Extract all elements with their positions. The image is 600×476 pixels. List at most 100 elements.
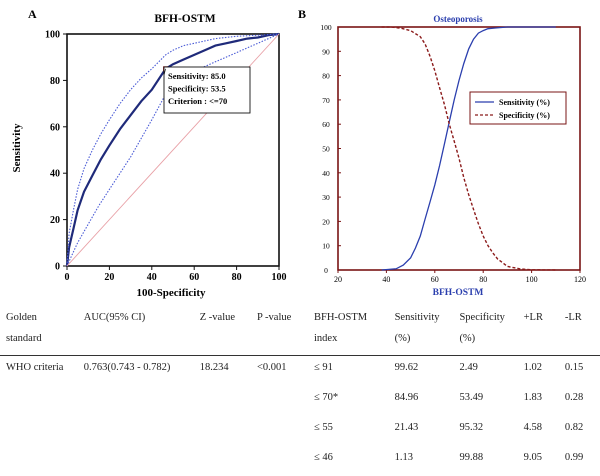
- table-cell: 1.02: [523, 362, 543, 373]
- series-line: [381, 26, 556, 271]
- table-cell: ≤ 70*: [314, 392, 339, 403]
- x-tick-label: 60: [189, 272, 199, 283]
- table-cell: 99.62: [394, 362, 419, 373]
- y-tick-label: 80: [322, 72, 330, 81]
- x-tick-label: 40: [147, 272, 157, 283]
- table-cell: 0.28: [564, 392, 584, 403]
- figure-panels: A BFH-OSTM Sensitivity 100-Specificity 0…: [11, 7, 586, 299]
- x-tick-label: 100: [526, 275, 538, 284]
- table-row: ≤ 46 1.13 99.88 9.05 0.99: [0, 446, 600, 476]
- header-cell: Specificity: [459, 312, 505, 323]
- y-tick-label: 100: [45, 30, 60, 41]
- table-cell: 18.234: [199, 362, 229, 373]
- table-cell: ≤ 46: [314, 452, 333, 463]
- panel-b-axes: 20 40 60 80 100 120 0 10 20 30 40 50 60 70 80 90 100: [320, 23, 586, 284]
- panel-b-legend: Sensitivity (%) Specificity (%): [469, 91, 567, 125]
- header-cell: (%): [453, 333, 518, 356]
- table-cell: [78, 446, 194, 476]
- table-cell: [0, 386, 78, 416]
- table-cell: [194, 446, 251, 476]
- y-tick-label: 20: [322, 217, 330, 226]
- header-cell: standard: [0, 333, 78, 356]
- annotation-leader: [163, 68, 166, 76]
- panel-b-xlabel: BFH-OSTM: [433, 288, 484, 298]
- table-cell: [194, 386, 251, 416]
- roc-ci-upper-line: [66, 33, 280, 267]
- legend-box: [469, 91, 567, 125]
- header-cell: -LR: [564, 312, 582, 323]
- table-cell: 21.43: [394, 422, 419, 433]
- table-cell: 1.13: [394, 452, 413, 463]
- table-cell: <0.001: [256, 362, 287, 373]
- header-cell: Z -value: [199, 312, 236, 323]
- header-cell: Sensitivity: [394, 312, 440, 323]
- table-cell: 0.99: [564, 452, 584, 463]
- header-cell: +LR: [523, 312, 543, 323]
- results-table: Golden AUC(95% CI) Z -value P -value BFH…: [0, 312, 600, 476]
- x-tick-label: 60: [431, 275, 439, 284]
- panel-a-title: BFH-OSTM: [154, 13, 215, 25]
- annotation-box: [163, 66, 251, 114]
- series-line: [381, 26, 556, 271]
- x-tick-label: 20: [104, 272, 114, 283]
- header-cell: (%): [388, 333, 454, 356]
- panel-a: A BFH-OSTM Sensitivity 100-Specificity 0…: [11, 7, 287, 299]
- y-tick-label: 10: [322, 242, 330, 251]
- y-tick-label: 0: [324, 266, 328, 275]
- table-cell: 95.32: [459, 422, 484, 433]
- x-tick-label: 100: [272, 272, 287, 283]
- y-tick-label: 40: [50, 169, 60, 180]
- table-cell: [194, 416, 251, 446]
- y-tick-label: 40: [322, 169, 330, 178]
- header-cell: [250, 333, 308, 356]
- table-cell: [78, 416, 194, 446]
- table-header-row: Golden AUC(95% CI) Z -value P -value BFH…: [0, 312, 600, 333]
- table-cell: 53.49: [459, 392, 484, 403]
- panel-a-annotation: Sensitivity: 85.0 Specificity: 53.5 Criter…: [163, 66, 251, 114]
- y-tick-label: 50: [322, 145, 330, 154]
- table-cell: ≤ 55: [314, 422, 333, 433]
- x-tick-label: 80: [232, 272, 242, 283]
- table-cell: [0, 416, 78, 446]
- x-tick-label: 80: [479, 275, 487, 284]
- table-cell: 2.49: [459, 362, 478, 373]
- table-cell: WHO criteria: [6, 362, 64, 373]
- x-tick-label: 120: [574, 275, 586, 284]
- y-tick-label: 100: [320, 23, 332, 32]
- header-cell: Golden: [6, 312, 37, 323]
- table-cell: [78, 386, 194, 416]
- y-tick-label: 90: [322, 47, 330, 56]
- table-cell: 0.82: [564, 422, 584, 433]
- x-tick-label: 40: [382, 275, 390, 284]
- panel-b: B Osteoporosis BFH-OSTM 20 40 60 80 100 120 0 1…: [298, 7, 586, 298]
- panel-a-ylabel: Sensitivity: [11, 123, 23, 172]
- table-cell: 9.05: [523, 452, 543, 463]
- header-cell: AUC(95% CI): [83, 312, 146, 323]
- table-header-row: standard index (%) (%): [0, 333, 600, 356]
- panel-a-xlabel: 100-Specificity: [136, 287, 206, 299]
- header-cell: P -value: [256, 312, 292, 323]
- panel-a-frame: [66, 33, 280, 267]
- y-tick-label: 60: [322, 120, 330, 129]
- y-tick-label: 80: [50, 76, 60, 87]
- annotation-line: Criterion : <=70: [168, 96, 227, 106]
- y-tick-label: 30: [322, 193, 330, 202]
- panel-b-letter: B: [298, 7, 306, 21]
- y-tick-label: 20: [50, 215, 60, 226]
- table-cell: 99.88: [459, 452, 484, 463]
- table-row: WHO criteria 0.763(0.743 - 0.782) 18.234…: [0, 356, 600, 387]
- table-cell: 4.58: [523, 422, 543, 433]
- table-cell: 0.763(0.743 - 0.782): [83, 362, 171, 373]
- table-cell: ≤ 91: [314, 362, 333, 373]
- header-cell: [558, 333, 600, 356]
- header-cell: index: [308, 333, 389, 356]
- table-cell: [0, 446, 78, 476]
- header-cell: BFH-OSTM: [314, 312, 368, 323]
- x-tick-label: 20: [334, 275, 342, 284]
- legend-label: Sensitivity (%): [499, 98, 550, 107]
- y-tick-label: 70: [322, 96, 330, 105]
- x-tick-label: 0: [65, 272, 70, 283]
- header-cell: [77, 333, 194, 356]
- header-cell: [517, 333, 559, 356]
- table-cell: 0.15: [564, 362, 584, 373]
